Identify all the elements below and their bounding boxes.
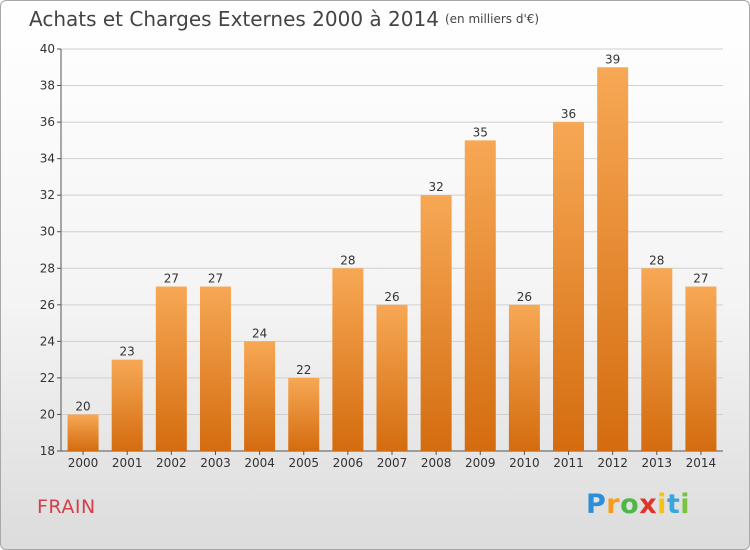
- y-tick-label: 22: [40, 371, 55, 385]
- y-tick-label: 34: [40, 152, 55, 166]
- x-tick-label-2003: 2003: [200, 456, 231, 470]
- data-label-2004: 24: [252, 326, 267, 340]
- data-label-2012: 39: [605, 52, 620, 66]
- logo-letter: o: [620, 489, 640, 520]
- y-tick-label: 36: [40, 115, 55, 129]
- logo-letter: r: [606, 489, 621, 520]
- bar-2010: [508, 304, 540, 451]
- logo-letter: P: [586, 489, 607, 520]
- bar-2009: [464, 140, 496, 451]
- data-label-2003: 27: [208, 272, 223, 286]
- x-tick-label-2011: 2011: [553, 456, 584, 470]
- x-tick-label-2004: 2004: [244, 456, 275, 470]
- data-label-2000: 20: [75, 399, 90, 413]
- data-label-2007: 26: [384, 290, 399, 304]
- x-tick-label-2010: 2010: [509, 456, 540, 470]
- bar-2001: [111, 359, 143, 451]
- bar-2008: [420, 195, 452, 451]
- y-tick-label: 26: [40, 298, 55, 312]
- chart-unit: (en milliers d'€): [444, 12, 540, 26]
- proxiti-logo: Proxiti: [586, 489, 690, 520]
- y-tick-label: 28: [40, 261, 55, 275]
- bar-2007: [376, 304, 408, 451]
- y-tick-label: 20: [40, 407, 55, 421]
- x-tick-label-2005: 2005: [288, 456, 319, 470]
- bar-2000: [67, 414, 99, 451]
- bar-2014: [685, 286, 717, 451]
- bar-2013: [641, 268, 673, 451]
- data-label-2002: 27: [164, 272, 179, 286]
- x-tick-label-2002: 2002: [156, 456, 187, 470]
- data-label-2001: 23: [120, 345, 135, 359]
- data-label-2010: 26: [517, 290, 532, 304]
- data-label-2013: 28: [649, 253, 664, 267]
- x-tick-label-2009: 2009: [465, 456, 496, 470]
- bars: [67, 67, 717, 451]
- x-tick-label-2012: 2012: [597, 456, 628, 470]
- data-label-2014: 27: [693, 272, 708, 286]
- y-tick-label: 24: [40, 334, 55, 348]
- data-label-2006: 28: [340, 253, 355, 267]
- bar-2011: [553, 122, 585, 451]
- y-tick-label: 30: [40, 225, 55, 239]
- labels: 18 20 22 24 26 28 30 32 34 36 38 40 20 2000 23 2001 27 20…: [40, 42, 716, 470]
- bar-2003: [199, 286, 231, 451]
- y-tick-label: 18: [40, 444, 55, 458]
- bar-2006: [332, 268, 364, 451]
- chart-title-block: Achats et Charges Externes 2000 à 2014 (e…: [29, 7, 539, 31]
- x-tick-label-2013: 2013: [642, 456, 673, 470]
- chart-title: Achats et Charges Externes 2000 à 2014: [29, 7, 439, 31]
- bar-2004: [244, 341, 276, 451]
- x-tick-label-2014: 2014: [686, 456, 717, 470]
- bar-2012: [597, 67, 629, 451]
- place-name: FRAIN: [37, 496, 96, 518]
- bar-2002: [155, 286, 187, 451]
- logo-letter: i: [657, 489, 667, 520]
- y-tick-label: 40: [40, 42, 55, 56]
- bar-2005: [288, 377, 320, 451]
- logo-letter: x: [639, 489, 658, 520]
- x-tick-label-2000: 2000: [68, 456, 99, 470]
- logo-letter: t: [666, 489, 681, 520]
- x-tick-label-2001: 2001: [112, 456, 143, 470]
- x-tick-label-2008: 2008: [421, 456, 452, 470]
- logo-letter: i: [680, 489, 691, 520]
- x-tick-label-2007: 2007: [377, 456, 408, 470]
- data-label-2009: 35: [473, 125, 488, 139]
- y-tick-label: 32: [40, 188, 55, 202]
- data-label-2005: 22: [296, 363, 311, 377]
- data-label-2011: 36: [561, 107, 576, 121]
- x-tick-label-2006: 2006: [333, 456, 364, 470]
- data-label-2008: 32: [428, 180, 443, 194]
- y-tick-label: 38: [40, 79, 55, 93]
